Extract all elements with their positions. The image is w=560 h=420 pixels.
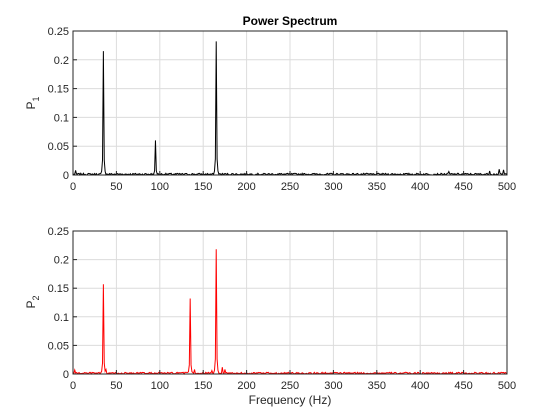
- x-tick-label: 350: [368, 380, 386, 392]
- y-tick-label: 0.25: [48, 226, 69, 238]
- top-x-ticks: 0 50 100 150 200 250 300 350 400 450 500: [70, 171, 516, 193]
- bottom-y-ticks: 0 0.05 0.1 0.15 0.2 0.25: [48, 226, 77, 381]
- x-tick-label: 150: [194, 380, 212, 392]
- x-axis-label: Frequency (Hz): [249, 393, 332, 407]
- x-tick-label: 300: [324, 380, 342, 392]
- x-tick-label: 400: [411, 181, 429, 193]
- x-tick-label: 300: [324, 181, 342, 193]
- y-tick-label: 0.25: [48, 26, 69, 38]
- bottom-y-axis-label: P2: [24, 295, 41, 308]
- x-tick-label: 100: [151, 181, 169, 193]
- x-tick-label: 50: [110, 181, 122, 193]
- x-tick-label: 200: [237, 380, 255, 392]
- x-tick-label: 150: [194, 181, 212, 193]
- x-tick-label: 100: [151, 380, 169, 392]
- x-tick-label: 450: [454, 380, 472, 392]
- x-tick-label: 350: [368, 181, 386, 193]
- bottom-chart: 0 50 100 150 200 250 300 350 400 450 500 00.050.10…: [24, 226, 516, 407]
- y-tick-label: 0.2: [54, 255, 69, 267]
- y-tick-label: 0: [63, 369, 69, 381]
- x-tick-label: 50: [110, 380, 122, 392]
- x-tick-label: 500: [498, 380, 516, 392]
- y-tick-label: 0.1: [54, 112, 69, 124]
- x-tick-label: 450: [454, 181, 472, 193]
- x-tick-label: 200: [237, 181, 255, 193]
- y-tick-label: 0: [63, 170, 69, 182]
- top-y-axis-label: P1: [24, 96, 41, 109]
- x-tick-label: 250: [281, 380, 299, 392]
- y-tick-label: 0.1: [54, 312, 69, 324]
- top-chart: Power Spectrum 0 50 100 150 200 250 300 350 400 4…: [24, 14, 516, 193]
- x-tick-label: 400: [411, 380, 429, 392]
- y-tick-label: 0.15: [48, 283, 69, 295]
- y-tick-label: 0.2: [54, 55, 69, 67]
- x-tick-label: 0: [70, 380, 76, 392]
- x-tick-label: 0: [70, 181, 76, 193]
- y-tick-label: 0.05: [48, 141, 69, 153]
- y-tick-label: 0.05: [48, 340, 69, 352]
- bottom-x-ticks: 0 50 100 150 200 250 300 350 400 450 500: [70, 370, 516, 392]
- y-tick-label: 0.15: [48, 84, 69, 96]
- x-tick-label: 250: [281, 181, 299, 193]
- chart-title: Power Spectrum: [243, 14, 338, 28]
- x-tick-label: 500: [498, 181, 516, 193]
- top-y-ticks: 0 0.05 0.1 0.15 0.2 0.25: [48, 26, 77, 182]
